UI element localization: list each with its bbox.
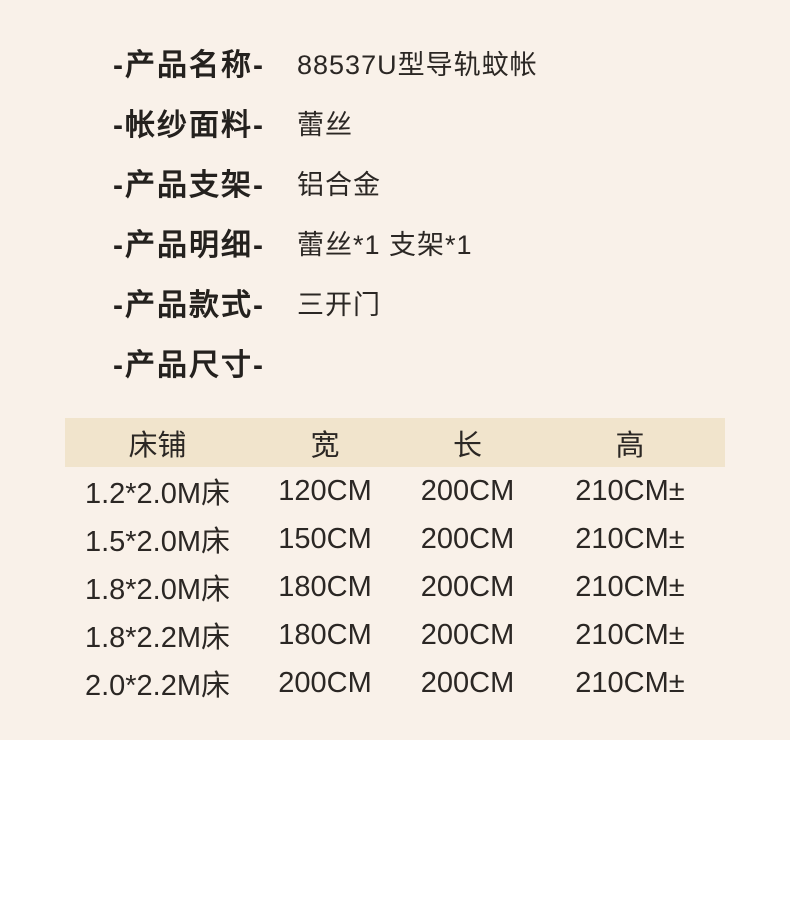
table-row: 1.2*2.0M床 120CM 200CM 210CM± [65, 467, 725, 515]
cell-width: 120CM [278, 474, 372, 507]
cell-length: 200CM [420, 618, 515, 651]
size-table-body: 1.2*2.0M床 120CM 200CM 210CM± 1.5*2.0M床 1… [65, 467, 725, 707]
table-row: 1.5*2.0M床 150CM 200CM 210CM± [65, 515, 725, 563]
spec-row-bracket: -产品支架- 铝合金 [113, 152, 538, 212]
cell-bed: 1.2*2.0M床 [84, 478, 231, 510]
table-row: 1.8*2.2M床 180CM 200CM 210CM± [65, 611, 725, 659]
spec-label: -产品明细- [113, 229, 265, 262]
cell-length: 200CM [420, 570, 515, 603]
cell-width: 200CM [278, 666, 372, 699]
cell-height: 210CM± [575, 618, 685, 651]
spec-label: -产品支架- [113, 169, 265, 202]
cell-bed: 1.8*2.2M床 [84, 622, 231, 654]
cell-height: 210CM± [575, 474, 685, 507]
spec-value: 三开门 [297, 289, 381, 320]
cell-width: 150CM [278, 522, 372, 555]
product-info-panel: -产品名称- 88537U型导轨蚊帐 -帐纱面料- 蕾丝 -产品支架- 铝合金 … [0, 0, 790, 740]
spec-row-net-fabric: -帐纱面料- 蕾丝 [113, 92, 538, 152]
cell-height: 210CM± [575, 522, 685, 555]
spec-label: -产品款式- [113, 289, 265, 322]
cell-width: 180CM [278, 618, 372, 651]
spec-label: -帐纱面料- [113, 109, 265, 142]
size-table-head: 床铺 宽 长 高 [65, 418, 725, 467]
cell-width: 180CM [278, 570, 372, 603]
spec-label: -产品名称- [113, 49, 265, 82]
table-row: 2.0*2.2M床 200CM 200CM 210CM± [65, 659, 725, 707]
spec-value: 蕾丝 [297, 109, 353, 140]
table-row: 1.8*2.0M床 180CM 200CM 210CM± [65, 563, 725, 611]
cell-length: 200CM [420, 474, 515, 507]
spec-row-details: -产品明细- 蕾丝*1 支架*1 [113, 212, 538, 272]
size-table-header-bed: 床铺 [65, 418, 250, 467]
spec-list: -产品名称- 88537U型导轨蚊帐 -帐纱面料- 蕾丝 -产品支架- 铝合金 … [113, 32, 538, 392]
cell-bed: 1.5*2.0M床 [84, 526, 231, 558]
cell-length: 200CM [420, 522, 515, 555]
spec-row-product-name: -产品名称- 88537U型导轨蚊帐 [113, 32, 538, 92]
spec-row-style: -产品款式- 三开门 [113, 272, 538, 332]
size-table: 床铺 宽 长 高 1.2*2.0M床 120CM 200CM 210CM± 1.… [65, 418, 725, 707]
cell-height: 210CM± [575, 666, 685, 699]
cell-bed: 2.0*2.2M床 [84, 670, 231, 702]
cell-bed: 1.8*2.0M床 [84, 574, 231, 606]
size-table-header-height: 高 [535, 418, 725, 467]
cell-height: 210CM± [575, 570, 685, 603]
size-table-header-length: 长 [400, 418, 535, 467]
size-table-header-width: 宽 [250, 418, 400, 467]
size-table-header-row: 床铺 宽 长 高 [65, 418, 725, 467]
spec-value: 蕾丝*1 支架*1 [297, 229, 473, 260]
spec-row-size: -产品尺寸- [113, 332, 538, 392]
spec-label: -产品尺寸- [113, 349, 265, 382]
spec-value: 铝合金 [297, 169, 381, 200]
spec-value: 88537U型导轨蚊帐 [297, 49, 538, 80]
cell-length: 200CM [420, 666, 515, 699]
